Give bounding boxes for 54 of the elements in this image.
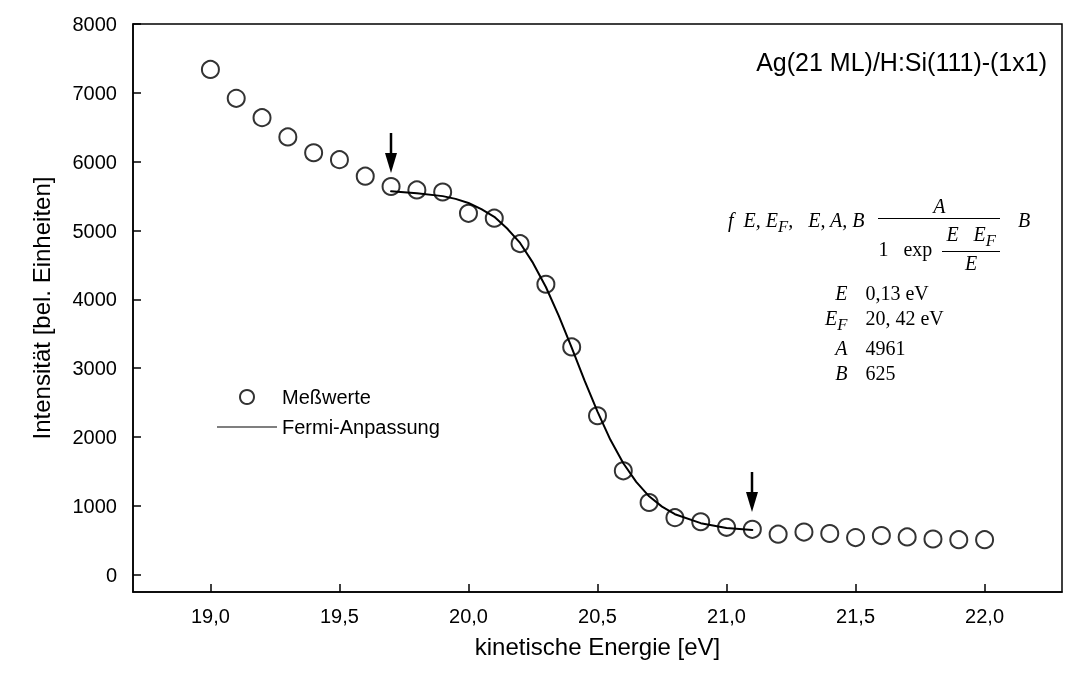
point: [949, 530, 969, 550]
y-tick-label: 0: [105, 563, 117, 586]
point: [742, 519, 762, 539]
annotation: E$_{F}$: [825, 307, 848, 335]
x-tick-label: 20,0: [449, 605, 488, 627]
annotation: 1 exp: [878, 237, 933, 261]
x-tick-label: 19,5: [319, 605, 359, 627]
annotation: E E$_{F}$: [942, 223, 1000, 252]
point: [252, 108, 272, 128]
x-tick-label: 22,0: [965, 605, 1005, 627]
y-tick-label: 7000: [72, 81, 117, 104]
x-tick-label: 21,5: [836, 605, 876, 627]
point: [226, 88, 246, 108]
y-tick-label: 8000: [72, 13, 117, 35]
y-tick-label: 5000: [72, 219, 117, 242]
point: [458, 203, 478, 223]
point: [897, 527, 917, 547]
x-tick-label: 21,0: [707, 605, 746, 627]
point: [329, 150, 349, 170]
point: [278, 127, 298, 147]
y-tick-label: 4000: [72, 288, 117, 311]
point: [975, 530, 995, 550]
annotation: E: [834, 282, 848, 305]
annotation: f E, E$_{F}$, E, A, B: [728, 209, 865, 237]
point: [871, 526, 891, 546]
point: [355, 166, 375, 186]
x-tick-label: 20,5: [578, 605, 617, 627]
point: [846, 528, 866, 548]
y-axis-title: Intensität [bel. Einheiten]: [27, 176, 55, 440]
x-axis-title: kinetische Energie [eV]: [474, 632, 721, 660]
legend-label: Meßwerte: [282, 386, 371, 408]
point: [381, 176, 401, 196]
annotation: A: [878, 195, 1000, 219]
annotation: E: [965, 252, 978, 275]
point: [794, 522, 814, 542]
y-tick-label: 1000: [72, 494, 117, 517]
point: [820, 523, 840, 543]
y-tick-label: 2000: [72, 426, 117, 449]
y-tick-label: 3000: [72, 357, 117, 380]
y-tick-label: 6000: [72, 150, 117, 173]
annotation: 625: [865, 362, 897, 385]
annotation: B: [834, 362, 848, 385]
point: [923, 529, 943, 549]
text: Ag(21 ML)/H:Si(111)-(1x1): [756, 48, 1047, 77]
point: [768, 524, 788, 544]
annotation: B: [1018, 209, 1031, 232]
annotation: 0,13 eV: [865, 282, 930, 305]
annotation: 20, 42 eV: [865, 307, 944, 331]
annotation: 4961: [865, 337, 907, 360]
point: [200, 59, 220, 79]
legend-label: Fermi-Anpassung: [282, 416, 440, 438]
x-tick-label: 19,0: [190, 605, 230, 627]
point: [304, 143, 324, 163]
annotation: A: [833, 337, 848, 360]
